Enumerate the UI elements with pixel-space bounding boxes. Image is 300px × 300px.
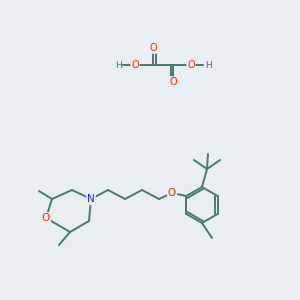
- Text: O: O: [169, 77, 177, 87]
- Text: O: O: [149, 43, 157, 53]
- Text: H: H: [205, 61, 212, 70]
- Text: O: O: [168, 188, 176, 198]
- Text: O: O: [187, 60, 195, 70]
- Text: O: O: [131, 60, 139, 70]
- Text: N: N: [87, 194, 95, 204]
- Text: O: O: [42, 213, 50, 223]
- Text: H: H: [115, 61, 122, 70]
